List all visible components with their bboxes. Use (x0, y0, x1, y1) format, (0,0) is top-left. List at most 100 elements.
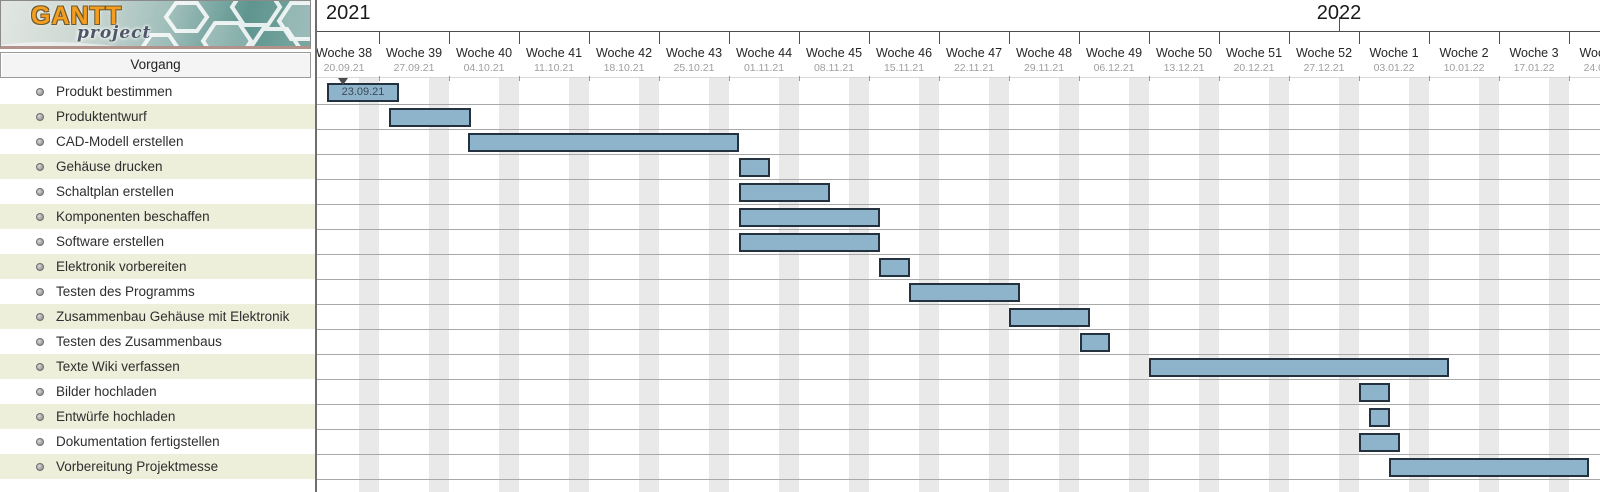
task-column-header: Vorgang (0, 52, 311, 78)
weekend-stripe (429, 78, 449, 492)
weekend-stripe (639, 78, 659, 492)
timeline-week-tick (589, 31, 590, 44)
timeline-week-label: Woche 1 (1369, 46, 1419, 60)
row-grid-line (317, 229, 1600, 230)
gantt-bar[interactable] (389, 108, 471, 127)
timeline-week-date: 11.10.21 (533, 62, 575, 74)
task-row[interactable]: Schaltplan erstellen (0, 179, 315, 204)
gantt-bar[interactable] (1389, 458, 1589, 477)
task-label: Schaltplan erstellen (56, 184, 174, 199)
task-bullet-icon (36, 413, 44, 421)
timeline-year-label: 2021 (326, 2, 371, 24)
timeline-mini-tick (729, 76, 730, 81)
timeline-mini-tick (1289, 76, 1290, 81)
task-row[interactable]: Testen des Zusammenbaus (0, 329, 315, 354)
gantt-bar[interactable] (739, 158, 770, 177)
timeline-week-tick (1219, 31, 1220, 44)
task-row[interactable]: Komponenten beschaffen (0, 204, 315, 229)
timeline-week-label: Woche 43 (665, 46, 723, 60)
timeline-mini-tick (449, 76, 450, 81)
task-label: Gehäuse drucken (56, 159, 163, 174)
gantt-bar[interactable] (1009, 308, 1090, 327)
timeline-mini-tick (1569, 76, 1570, 81)
task-label: Testen des Programms (56, 284, 195, 299)
task-row[interactable]: Dokumentation fertigstellen (0, 429, 315, 454)
panel-splitter[interactable] (315, 0, 317, 492)
timeline-mini-tick (1359, 76, 1360, 81)
task-row[interactable]: Bilder hochladen (0, 379, 315, 404)
gantt-bar[interactable] (739, 183, 830, 202)
gantt-bar[interactable] (879, 258, 910, 277)
task-row[interactable]: Texte Wiki verfassen (0, 354, 315, 379)
task-bullet-icon (36, 88, 44, 96)
timeline-week-tick (1499, 31, 1500, 44)
task-bullet-icon (36, 363, 44, 371)
row-grid-line (317, 154, 1600, 155)
task-label: Dokumentation fertigstellen (56, 434, 220, 449)
hexagon-pattern-icon (1, 1, 310, 46)
gantt-bar[interactable] (909, 283, 1020, 302)
timeline-week-date: 25.10.21 (673, 62, 715, 74)
timeline-week-date: 04.10.21 (463, 62, 505, 74)
timeline-year-tick (1339, 17, 1340, 31)
timeline-week-tick (519, 31, 520, 44)
timeline-week-tick (659, 31, 660, 44)
row-grid-line (317, 479, 1600, 480)
gantt-bar[interactable] (739, 233, 880, 252)
gantt-bar[interactable] (739, 208, 880, 227)
task-row[interactable]: Produkt bestimmen (0, 79, 315, 104)
gantt-bar[interactable] (1359, 433, 1400, 452)
task-bullet-icon (36, 238, 44, 246)
task-row[interactable]: Gehäuse drucken (0, 154, 315, 179)
task-row[interactable]: Zusammenbau Gehäuse mit Elektronik (0, 304, 315, 329)
task-row[interactable]: Testen des Programms (0, 279, 315, 304)
task-row[interactable]: Software erstellen (0, 229, 315, 254)
gantt-bar[interactable] (468, 133, 739, 152)
task-label: Software erstellen (56, 234, 165, 249)
timeline-week-label: Woche 42 (595, 46, 653, 60)
task-row[interactable]: Vorbereitung Projektmesse (0, 454, 315, 479)
row-grid-line (317, 454, 1600, 455)
timeline-mini-tick (519, 76, 520, 81)
row-grid-line (317, 304, 1600, 305)
gantt-bar[interactable] (1080, 333, 1110, 352)
timeline-week-tick (1289, 31, 1290, 44)
timeline-week-label: Woche 38 (317, 46, 373, 60)
gantt-bar[interactable] (1149, 358, 1449, 377)
timeline-week-date: 24.01.22 (1583, 62, 1600, 74)
row-grid-line (317, 429, 1600, 430)
row-grid-line (317, 379, 1600, 380)
timeline-week-tick (1429, 31, 1430, 44)
task-row[interactable]: Elektronik vorbereiten (0, 254, 315, 279)
weekend-stripe (849, 78, 869, 492)
task-label: Testen des Zusammenbaus (56, 334, 222, 349)
timeline-week-label: Woche 48 (1015, 46, 1073, 60)
task-row[interactable]: CAD-Modell erstellen (0, 129, 315, 154)
gantt-bar[interactable] (1359, 383, 1390, 402)
task-label: Produktentwurf (56, 109, 147, 124)
task-label: Entwürfe hochladen (56, 409, 176, 424)
gantt-bar[interactable] (1369, 408, 1390, 427)
timeline-week-label: Woche 44 (735, 46, 793, 60)
timeline-week-tick (869, 31, 870, 44)
timeline-week-tick (1079, 31, 1080, 44)
task-row[interactable]: Produktentwurf (0, 104, 315, 129)
timeline-week-date: 17.01.22 (1513, 62, 1555, 74)
task-bullet-icon (36, 288, 44, 296)
task-bullet-icon (36, 113, 44, 121)
timeline-mini-tick (939, 76, 940, 81)
timeline-mini-tick (869, 76, 870, 81)
timeline-week-tick (939, 31, 940, 44)
timeline-year-line (317, 31, 1600, 32)
timeline-week-label: Woche 47 (945, 46, 1003, 60)
gantt-bar[interactable]: 23.09.21 (327, 83, 399, 102)
weekend-stripe (709, 78, 729, 492)
weekend-stripe (1549, 78, 1569, 492)
timeline-week-tick (449, 31, 450, 44)
timeline-week-tick (1359, 31, 1360, 44)
timeline-week-label: Woche 40 (455, 46, 513, 60)
timeline-week-label: Woche 51 (1225, 46, 1283, 60)
timeline-week-date: 20.12.21 (1233, 62, 1275, 74)
task-row[interactable]: Entwürfe hochladen (0, 404, 315, 429)
